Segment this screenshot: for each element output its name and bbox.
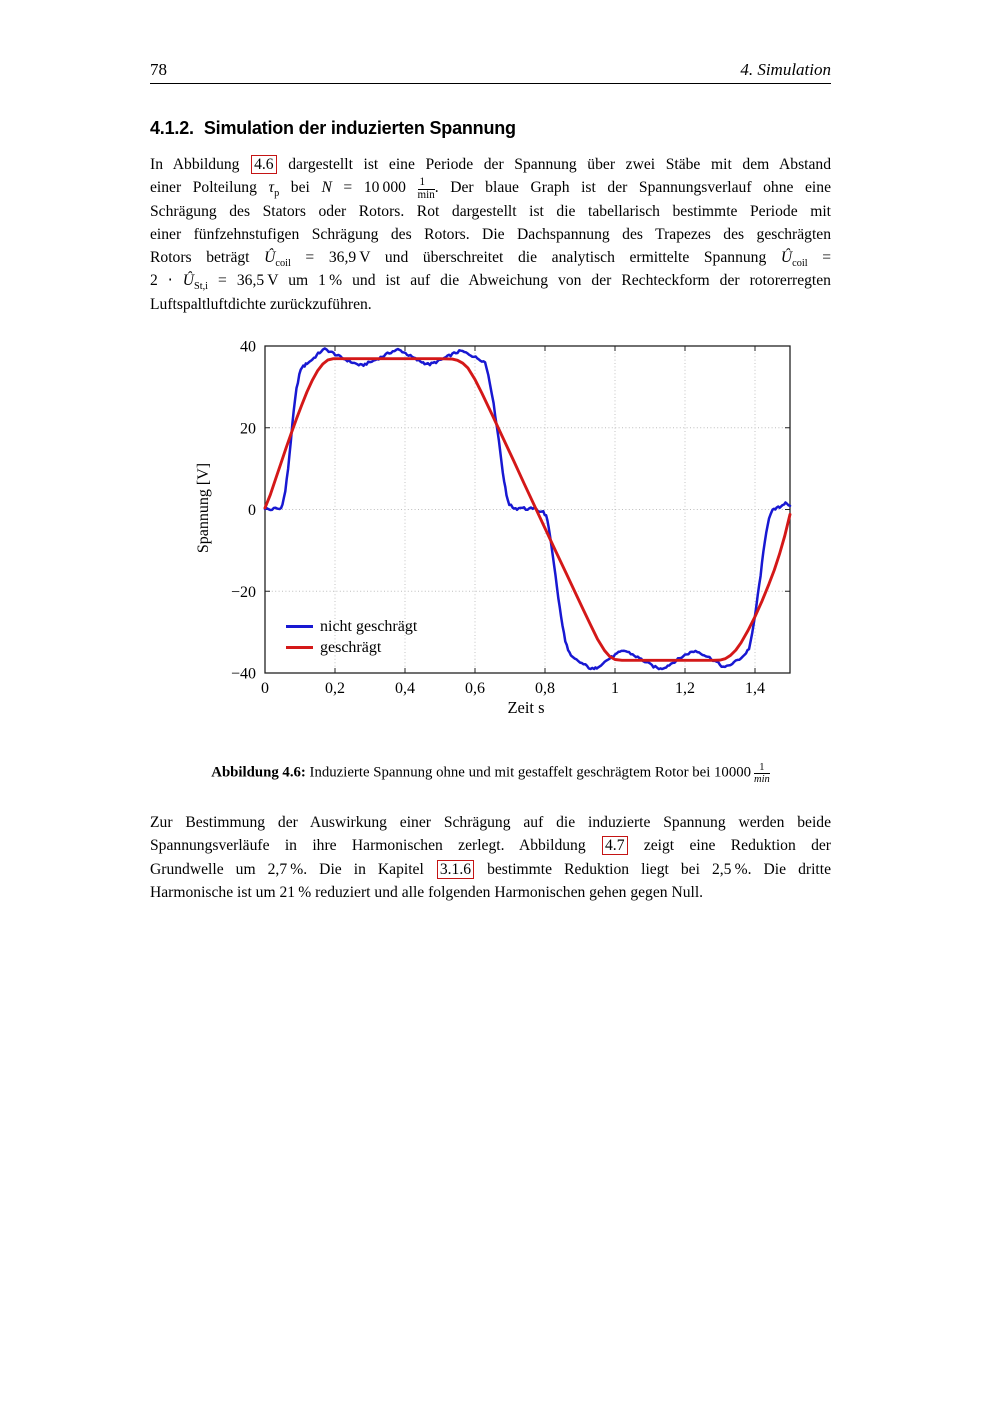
y-axis-label: Spannung [V]	[195, 462, 212, 554]
text-line: In Abbildung 4.6 dargestellt ist eine Pe…	[150, 155, 831, 174]
text-line: 2 ⋅ ÛSt,i = 36,5 V um 1 % und ist auf di…	[150, 272, 831, 293]
x-tick-label: 0,8	[535, 680, 555, 697]
legend-line-red	[286, 646, 313, 649]
header-chapter-title: 4. Simulation	[740, 60, 831, 79]
section-title: Simulation der induzierten Spannung	[203, 118, 516, 138]
y-tick-label: 0	[248, 502, 256, 519]
inline-fraction: 1 min	[753, 762, 770, 786]
x-tick-label: 1	[611, 680, 619, 697]
paragraph-2: Zur Bestimmung der Auswirkung einer Schr…	[150, 811, 831, 904]
legend-item-geschraegt: geschrägt	[286, 637, 417, 658]
legend-line-blue	[286, 625, 313, 628]
text-line: Grundwelle um 2,7 %. Die in Kapitel 3.1.…	[150, 859, 831, 879]
x-tick-label: 0,2	[325, 680, 345, 697]
cross-reference-link[interactable]: 3.1.6	[436, 859, 475, 879]
text-line: Spannungsverläufe in ihre Harmonischen z…	[150, 836, 831, 856]
section-heading: 4.1.2. Simulation der induzierten Spannun…	[150, 118, 516, 139]
x-axis-label: Zeit s	[507, 698, 545, 717]
x-tick-label: 0	[261, 680, 269, 697]
text-line: einer fünfzehnstufigen Schrägung des Rot…	[150, 225, 831, 243]
text-line: Schrägung des Stators oder Rotors. Rot d…	[150, 202, 831, 220]
x-tick-label: 0,6	[465, 680, 485, 697]
section-number: 4.1.2.	[150, 118, 194, 138]
page-number: 78	[150, 60, 167, 79]
chart-canvas: 0 0,2 0,4 0,6 0,8 1 1,2 1,4 40 20 0 −20 −40	[231, 339, 792, 697]
header-rule	[150, 83, 831, 84]
legend-item-nicht-geschraegt: nicht geschrägt	[286, 616, 417, 637]
x-tick-label: 1,4	[745, 680, 765, 697]
chart-legend: nicht geschrägt geschrägt	[286, 616, 417, 658]
text-line: Zur Bestimmung der Auswirkung einer Schr…	[150, 814, 831, 831]
x-tick-label: 1,2	[675, 680, 695, 697]
y-tick-label: 20	[240, 420, 256, 437]
legend-label: nicht geschrägt	[320, 617, 418, 635]
legend-label: geschrägt	[320, 638, 382, 656]
text-line: Luftspaltluftdichte zurückzuführen.	[150, 295, 372, 313]
text-line: Rotors beträgt Ûcoil = 36,9 V und übersc…	[150, 249, 831, 270]
text-line: einer Polteilung τp bei N = 10 000 1 min.…	[150, 176, 831, 202]
figure-voltage-chart: 0 0,2 0,4 0,6 0,8 1 1,2 1,4 40 20 0 −20 −40 Spannung…	[150, 335, 850, 735]
y-tick-label: 40	[240, 339, 256, 356]
inline-fraction: 1 min	[417, 176, 435, 202]
y-tick-label: −40	[231, 666, 256, 683]
cross-reference-link[interactable]: 4.6	[251, 155, 277, 174]
figure-caption: Abbildung 4.6: Induzierte Spannung ohne …	[211, 762, 770, 786]
series-nicht geschrägt	[263, 347, 792, 671]
paragraph-1: In Abbildung 4.6 dargestellt ist eine Pe…	[150, 153, 831, 316]
y-tick-label: −20	[231, 584, 256, 601]
series-geschrägt	[263, 357, 792, 662]
text-line: Harmonische ist um 21 % reduziert und al…	[150, 883, 704, 901]
cross-reference-link[interactable]: 4.7	[602, 836, 628, 856]
x-tick-label: 0,4	[395, 680, 415, 697]
